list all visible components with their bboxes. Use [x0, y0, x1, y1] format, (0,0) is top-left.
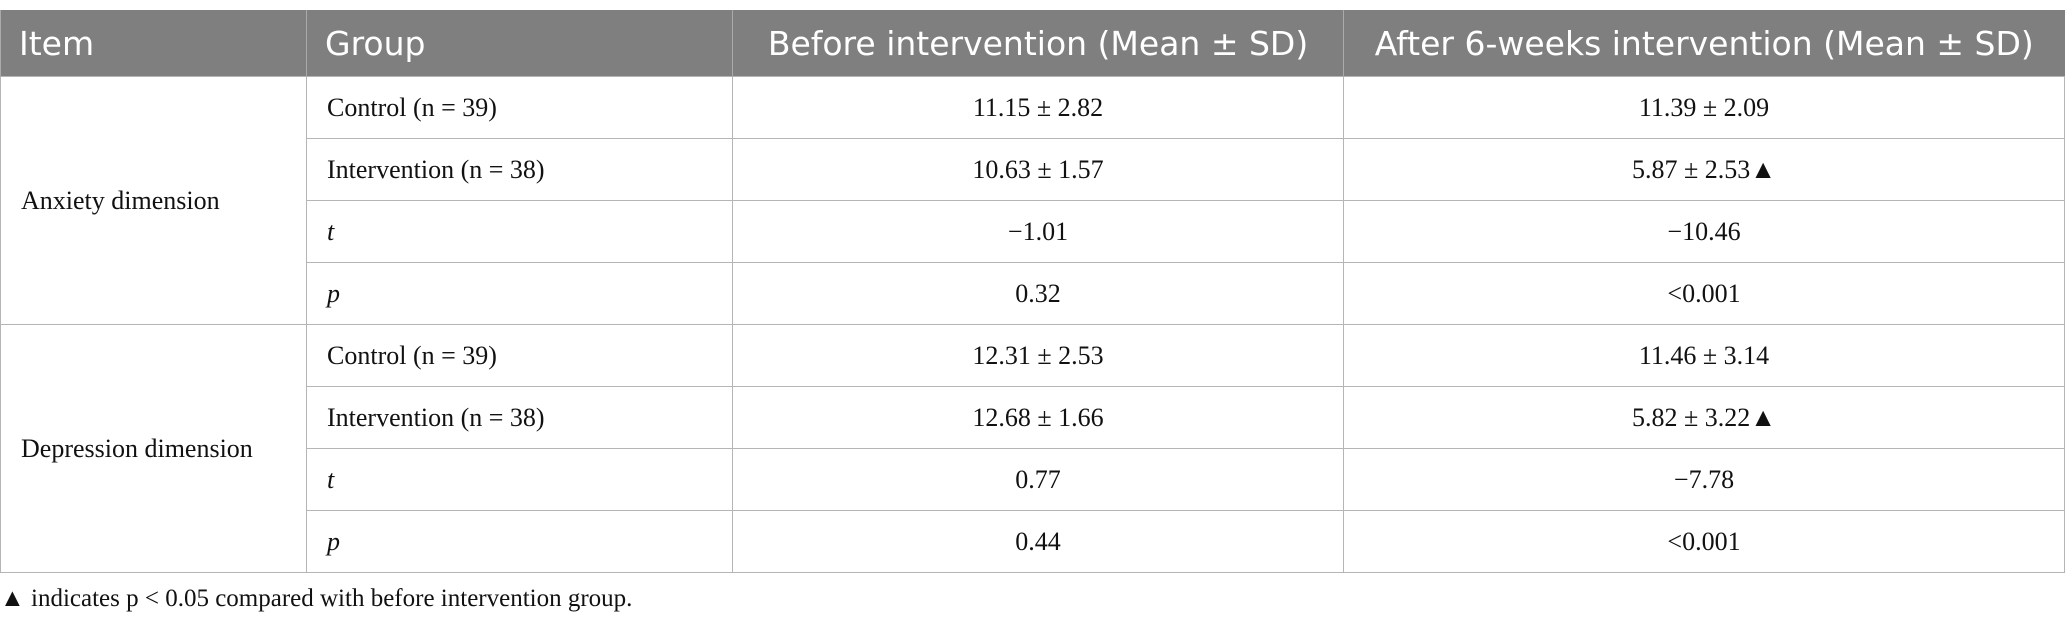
- value-cell: 11.15 ± 2.82: [732, 76, 1344, 139]
- item-cell: Anxiety dimension: [0, 76, 307, 325]
- table-row: t 0.77 −7.78: [1, 448, 2065, 511]
- value-cell: 12.31 ± 2.53: [732, 324, 1344, 387]
- table-row: t −1.01 −10.46: [1, 200, 2065, 263]
- column-header: Item: [0, 10, 307, 77]
- value-cell: 11.46 ± 3.14: [1343, 324, 2065, 387]
- table-row: Anxiety dimension Control (n = 39) 11.15 ±…: [0, 76, 2065, 325]
- value-cell: 11.39 ± 2.09: [1343, 76, 2065, 139]
- group-cell: Intervention (n = 38): [306, 138, 733, 201]
- value-cell: −7.78: [1343, 448, 2065, 511]
- value-cell: 0.32: [732, 262, 1344, 325]
- group-cell: t: [306, 448, 733, 511]
- value-cell: 5.82 ± 3.22▲: [1343, 386, 2065, 449]
- data-table: Item Group Before intervention (Mean ± SD)…: [0, 10, 2065, 573]
- value-cell: 0.44: [732, 510, 1344, 573]
- value-cell: −10.46: [1343, 200, 2065, 263]
- table-row: Depression dimension Control (n = 39) 12.3…: [0, 324, 2065, 573]
- table-row: p 0.32 <0.001: [1, 262, 2065, 325]
- group-cell: p: [306, 510, 733, 573]
- group-cell: Control (n = 39): [306, 76, 733, 139]
- value-cell: 5.87 ± 2.53▲: [1343, 138, 2065, 201]
- header-row: Item Group Before intervention (Mean ± SD)…: [0, 10, 2065, 77]
- value-cell: <0.001: [1343, 262, 2065, 325]
- column-header: After 6-weeks intervention (Mean ± SD): [1343, 10, 2065, 77]
- table-row: p 0.44 <0.001: [1, 510, 2065, 573]
- value-cell: 0.77: [732, 448, 1344, 511]
- value-cell: 12.68 ± 1.66: [732, 386, 1344, 449]
- column-header: Before intervention (Mean ± SD): [732, 10, 1344, 77]
- footnote: ▲ indicates p < 0.05 compared with befor…: [0, 585, 633, 612]
- group-cell: t: [306, 200, 733, 263]
- value-cell: −1.01: [732, 200, 1344, 263]
- value-cell: <0.001: [1343, 510, 2065, 573]
- group-cell: Control (n = 39): [306, 324, 733, 387]
- item-cell: Depression dimension: [0, 324, 307, 573]
- group-cell: Intervention (n = 38): [306, 386, 733, 449]
- table-row: Intervention (n = 38) 12.68 ± 1.66 5.82 ± …: [1, 386, 2065, 449]
- value-cell: 10.63 ± 1.57: [732, 138, 1344, 201]
- table-row: Intervention (n = 38) 10.63 ± 1.57 5.87 ± …: [1, 138, 2065, 201]
- group-cell: p: [306, 262, 733, 325]
- column-header: Group: [306, 10, 733, 77]
